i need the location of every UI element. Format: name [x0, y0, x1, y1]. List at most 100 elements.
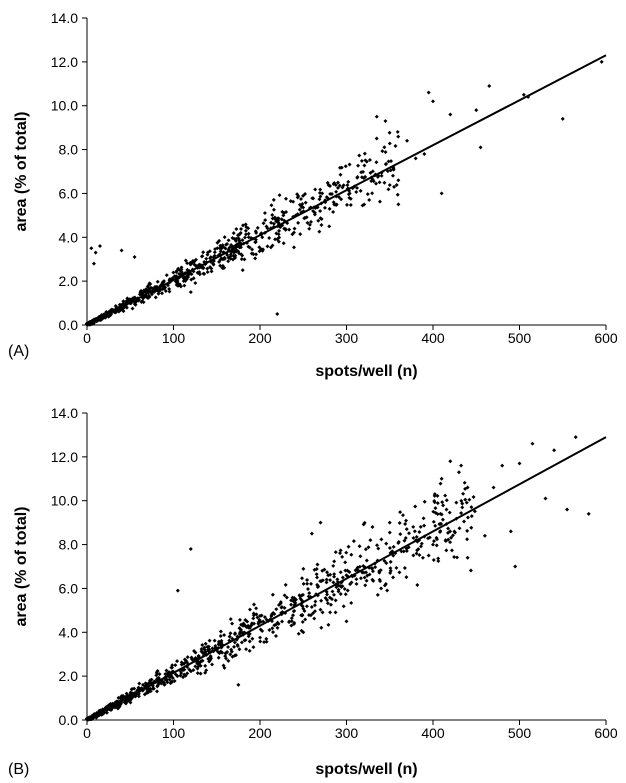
data-point [358, 188, 363, 193]
data-point [185, 655, 190, 660]
data-point [148, 282, 153, 286]
data-point [402, 566, 407, 570]
data-point [459, 511, 464, 516]
panel-label: (B) [8, 761, 29, 778]
data-point [345, 183, 350, 188]
data-point [309, 531, 314, 536]
data-point [251, 616, 256, 621]
data-point [217, 238, 222, 243]
data-point [240, 238, 245, 243]
data-point [247, 648, 252, 653]
data-point [384, 541, 389, 546]
data-point [306, 587, 310, 591]
data-point [298, 232, 303, 237]
data-point [393, 144, 398, 148]
data-point [354, 189, 359, 194]
data-point [338, 165, 342, 170]
data-point [337, 195, 342, 200]
data-point [243, 232, 248, 237]
data-point [391, 575, 396, 580]
data-point [201, 271, 206, 276]
data-point [397, 570, 402, 575]
data-point [332, 559, 337, 564]
data-point [396, 178, 401, 183]
data-point [552, 448, 557, 453]
data-point [343, 164, 348, 169]
data-point [236, 249, 241, 254]
data-point [97, 244, 102, 249]
data-point [367, 158, 372, 162]
data-point [208, 265, 213, 270]
data-point [474, 108, 479, 113]
x-tick-label: 400 [421, 330, 445, 346]
y-tick-label: 0.0 [59, 317, 79, 333]
data-point [332, 572, 337, 577]
data-point [413, 504, 418, 509]
data-point [313, 187, 318, 192]
data-point [385, 588, 390, 593]
data-point [439, 476, 444, 481]
data-point [373, 565, 378, 570]
data-point [193, 281, 198, 286]
data-point [396, 134, 401, 139]
data-point [444, 498, 449, 503]
data-point [231, 231, 236, 236]
data-point [270, 592, 275, 597]
data-point [358, 554, 363, 559]
data-point [517, 461, 522, 466]
data-point [387, 141, 392, 146]
data-point [333, 183, 338, 187]
data-point [362, 151, 367, 156]
data-point [265, 244, 270, 249]
data-point [247, 607, 252, 612]
data-point [330, 589, 335, 594]
data-point [204, 256, 209, 261]
data-point [271, 197, 276, 202]
data-point [343, 592, 348, 597]
data-point [312, 603, 317, 608]
data-point [447, 510, 452, 515]
data-point [573, 435, 578, 440]
data-point [275, 217, 280, 222]
data-point [325, 180, 330, 185]
data-point [183, 258, 188, 263]
data-point [258, 639, 263, 644]
data-point [311, 209, 316, 214]
data-point [270, 212, 275, 217]
data-point [394, 565, 399, 570]
data-point [312, 616, 317, 621]
data-point [182, 283, 187, 288]
data-point [419, 544, 423, 549]
panel-label: (A) [8, 343, 29, 360]
data-point [356, 163, 361, 168]
data-point [387, 546, 392, 550]
data-point [318, 187, 323, 192]
data-point [291, 613, 295, 618]
data-point [280, 619, 285, 624]
data-point [292, 226, 297, 231]
data-point [303, 617, 308, 622]
data-point [155, 279, 160, 284]
data-point [167, 277, 172, 282]
data-point [368, 170, 373, 175]
data-point [364, 578, 369, 583]
data-point [387, 130, 392, 135]
data-point [370, 169, 375, 174]
data-point [500, 463, 505, 468]
y-tick-label: 10.0 [51, 98, 78, 114]
data-point [119, 248, 124, 253]
data-point [338, 172, 343, 177]
data-point [244, 647, 249, 652]
data-point [349, 600, 354, 605]
data-point [218, 634, 223, 638]
data-point [482, 533, 487, 538]
data-point [93, 250, 98, 255]
data-point [208, 255, 213, 260]
data-point [225, 241, 230, 246]
data-point [325, 592, 330, 597]
data-point [404, 527, 409, 532]
data-point [478, 145, 483, 150]
data-point [258, 635, 263, 640]
data-point [448, 112, 453, 117]
